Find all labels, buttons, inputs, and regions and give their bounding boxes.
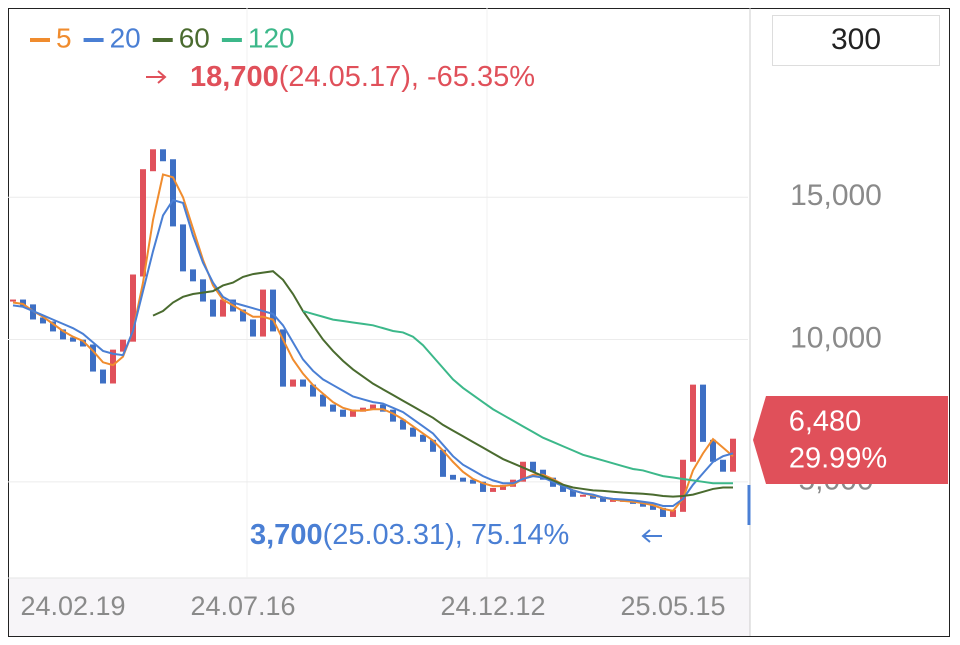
candle (460, 477, 466, 482)
candle (520, 461, 526, 482)
candle (150, 149, 156, 172)
y-tick-label: 15,000 (790, 179, 882, 212)
candle (290, 379, 296, 387)
candle (680, 459, 686, 512)
candle (700, 384, 706, 442)
candle (640, 501, 646, 507)
candle (610, 499, 616, 502)
candle (130, 274, 136, 342)
candle (100, 369, 106, 384)
candle (40, 317, 46, 324)
candle (440, 449, 446, 477)
candle (590, 494, 596, 499)
candle (250, 319, 256, 337)
low-value: 3,700 (250, 519, 323, 551)
candle (80, 339, 86, 347)
candle (270, 289, 276, 332)
candle (10, 299, 16, 302)
candle (320, 394, 326, 407)
candle (220, 299, 226, 317)
candle (310, 384, 316, 397)
x-tick-label: 25.05.15 (620, 591, 725, 621)
button-box[interactable] (772, 15, 940, 66)
candle (120, 339, 126, 352)
candle (70, 337, 76, 342)
candle (260, 289, 266, 337)
legend-label: 20 (110, 22, 141, 53)
candle (350, 409, 356, 417)
candle (340, 409, 346, 417)
candle (410, 427, 416, 437)
candle (570, 489, 576, 497)
legend-label: 120 (248, 22, 295, 53)
candle (560, 484, 566, 492)
candle (370, 404, 376, 410)
candle (190, 269, 196, 282)
high-value: 18,700 (190, 61, 279, 93)
x-tick-label: 24.02.19 (20, 591, 125, 621)
candle (160, 149, 166, 162)
candle (490, 487, 496, 492)
candle (170, 159, 176, 227)
candle (600, 496, 606, 502)
candle (140, 169, 146, 277)
ma-line (152, 270, 733, 498)
candle (670, 509, 676, 517)
candle (60, 329, 66, 340)
candle (400, 419, 406, 430)
period-button[interactable]: 300 (772, 15, 940, 66)
candle (710, 439, 716, 462)
candle (470, 479, 476, 484)
candle (500, 484, 506, 490)
candle (720, 459, 726, 472)
last-price-box (753, 396, 948, 484)
high-detail: (24.05.17), -65.35% (279, 61, 535, 93)
candle (110, 349, 116, 384)
legend-label: 5 (56, 22, 72, 53)
candle (480, 481, 486, 492)
candle (330, 404, 336, 412)
ma-line (302, 310, 733, 485)
x-tick-label: 24.12.12 (440, 591, 545, 621)
low-arrow (641, 529, 662, 543)
candle (50, 321, 56, 332)
candle (90, 344, 96, 372)
candle (580, 494, 586, 497)
candle (660, 507, 666, 517)
candle (420, 434, 426, 442)
low-annotation: 3,700(25.03.31), 75.14% (250, 519, 569, 551)
candle (530, 461, 536, 472)
high-annotation: 18,700(24.05.17), -65.35% (190, 61, 535, 93)
last-change: 29.99% (789, 443, 887, 475)
candle (240, 309, 246, 322)
legend-label: 60 (179, 22, 210, 53)
candle (280, 329, 286, 387)
ma-line (12, 198, 734, 508)
candle (390, 409, 396, 422)
candle (380, 404, 386, 412)
y-tick-label: 10,000 (790, 321, 882, 354)
x-tick-label: 24.07.16 (190, 591, 295, 621)
candle (210, 299, 216, 317)
candle (180, 224, 186, 272)
candle (690, 384, 696, 462)
candle (300, 379, 306, 387)
candle (650, 504, 656, 510)
candle (450, 474, 456, 480)
frame (8, 8, 950, 637)
candle (200, 279, 206, 302)
candle (430, 439, 436, 452)
button-label[interactable]: 300 (831, 23, 881, 56)
x-axis-band (8, 578, 750, 636)
last-price: 6,480 (789, 406, 862, 438)
high-arrow (146, 70, 167, 84)
low-detail: (25.03.31), 75.14% (323, 519, 570, 551)
